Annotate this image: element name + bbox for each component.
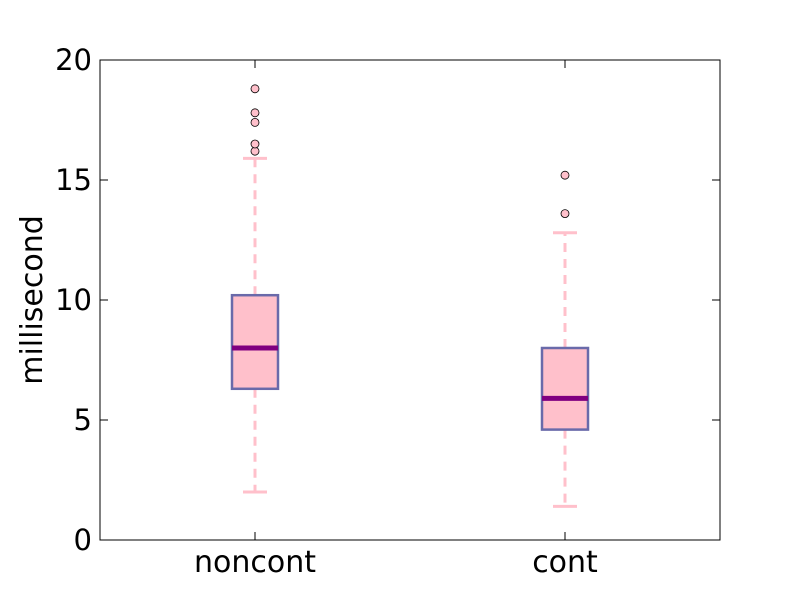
iqr-box bbox=[230, 293, 280, 391]
box-group-noncont bbox=[230, 84, 280, 494]
y-axis-label: millisecond bbox=[15, 215, 50, 385]
plot-layer bbox=[230, 84, 590, 508]
box-group-cont bbox=[540, 170, 590, 508]
outlier-point bbox=[250, 84, 260, 94]
x-axis: noncont cont bbox=[194, 60, 598, 580]
iqr-box bbox=[540, 346, 590, 431]
y-axis: 0 5 10 15 20 bbox=[55, 43, 720, 557]
y-tick-label: 5 bbox=[74, 403, 92, 437]
outlier-point bbox=[250, 118, 260, 127]
y-tick-label: 0 bbox=[74, 523, 92, 557]
y-tick-label: 15 bbox=[55, 163, 92, 197]
outlier-point bbox=[560, 170, 570, 180]
y-tick-label: 20 bbox=[55, 43, 92, 77]
plot-frame bbox=[99, 59, 721, 541]
outlier-point bbox=[560, 209, 570, 219]
outlier-point bbox=[250, 108, 260, 118]
x-tick-label: cont bbox=[532, 545, 598, 580]
x-tick-label: noncont bbox=[194, 545, 316, 580]
outlier-point bbox=[250, 139, 260, 149]
y-tick-label: 10 bbox=[55, 283, 92, 317]
